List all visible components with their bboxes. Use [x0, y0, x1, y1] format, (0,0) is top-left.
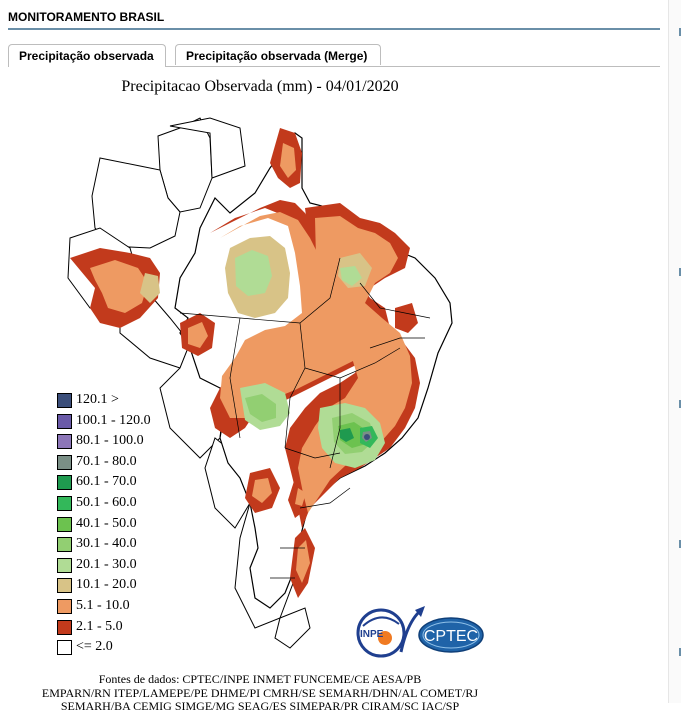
- sources-line: EMPARN/RN ITEP/LAMEPE/PE DHME/PI CMRH/SE…: [41, 685, 479, 700]
- legend-label: 100.1 - 120.0: [76, 412, 151, 428]
- legend-label: 60.1 - 70.0: [76, 474, 137, 490]
- tab-precipitacao-observada[interactable]: Precipitação observada: [8, 44, 166, 67]
- cptec-logo: CPTEC: [418, 617, 484, 653]
- legend-swatch: [57, 578, 72, 594]
- logos: INPE CPTEC: [356, 606, 484, 658]
- legend-swatch: [57, 640, 72, 656]
- legend-swatch: [57, 434, 72, 450]
- legend-label: 10.1 - 20.0: [76, 577, 137, 593]
- legend-swatch: [57, 619, 72, 635]
- tab-precipitacao-observada-merge[interactable]: Precipitação observada (Merge): [175, 44, 381, 65]
- sources-line: Fontes de dados: CPTEC/INPE INMET FUNCEM…: [98, 672, 422, 686]
- legend-label: 80.1 - 100.0: [76, 433, 144, 449]
- legend-swatch: [57, 413, 72, 429]
- data-sources: Fontes de dados: CPTEC/INPE INMET FUNCEM…: [10, 672, 510, 714]
- swoosh-arrow-icon: [399, 610, 421, 653]
- right-edge-panel: [668, 0, 681, 703]
- legend-label: 2.1 - 5.0: [76, 618, 123, 634]
- legend-label: 120.1 >: [76, 392, 119, 407]
- legend-swatch: [57, 557, 72, 573]
- page-header: MONITORAMENTO BRASIL: [8, 10, 660, 30]
- legend-label: 70.1 - 80.0: [76, 453, 137, 469]
- legend-swatch: [57, 475, 72, 491]
- legend-swatch: [57, 393, 72, 408]
- legend-swatch: [57, 537, 72, 553]
- legend-label: 5.1 - 10.0: [76, 597, 130, 613]
- legend-swatch: [57, 598, 72, 614]
- legend-label: 30.1 - 40.0: [76, 536, 137, 552]
- map-title: Precipitacao Observada (mm) - 04/01/2020: [121, 78, 399, 95]
- page-header-title: MONITORAMENTO BRASIL: [8, 10, 165, 24]
- precipitation-map: [67, 117, 453, 649]
- legend-label: 40.1 - 50.0: [76, 515, 137, 531]
- legend-label: 50.1 - 60.0: [76, 494, 137, 510]
- inpe-logo: INPE: [356, 608, 406, 658]
- cptec-logo-text: CPTEC: [424, 628, 478, 645]
- state-borders: [179, 257, 431, 579]
- sources-line: SEMARH/BA CEMIG SIMGE/MG SEAG/ES SIMEPAR…: [60, 699, 460, 713]
- tab-bar: Precipitação observada Precipitação obse…: [8, 44, 660, 67]
- legend-swatch: [57, 495, 72, 511]
- legend-label: <= 2.0: [76, 639, 113, 655]
- legend-label: 20.1 - 30.0: [76, 556, 137, 572]
- legend-swatch: [57, 454, 72, 470]
- inpe-logo-text: INPE: [360, 629, 384, 640]
- precip-40-70: [338, 422, 378, 448]
- legend-swatch: [57, 516, 72, 532]
